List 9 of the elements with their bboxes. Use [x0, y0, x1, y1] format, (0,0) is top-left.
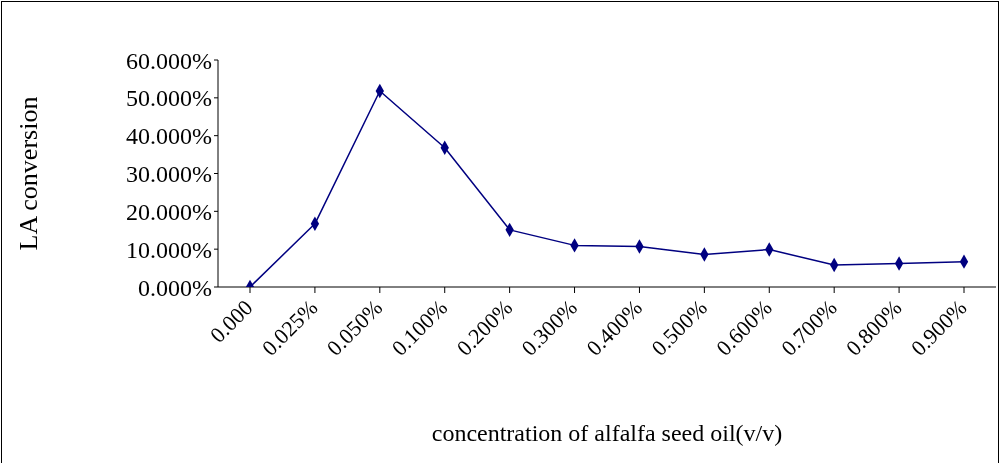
y-axis-title: LA conversion [14, 96, 44, 251]
y-tick-label: 60.000% [126, 47, 212, 74]
y-tick-label: 10.000% [126, 236, 212, 263]
y-tick-label: 20.000% [126, 198, 212, 225]
y-tick-label: 30.000% [126, 161, 212, 188]
y-tick-label: 50.000% [126, 85, 212, 112]
y-tick-label: 40.000% [126, 123, 212, 150]
x-axis-title: concentration of alfalfa seed oil(v/v) [431, 420, 783, 446]
y-tick-label: 0.000% [138, 274, 212, 301]
